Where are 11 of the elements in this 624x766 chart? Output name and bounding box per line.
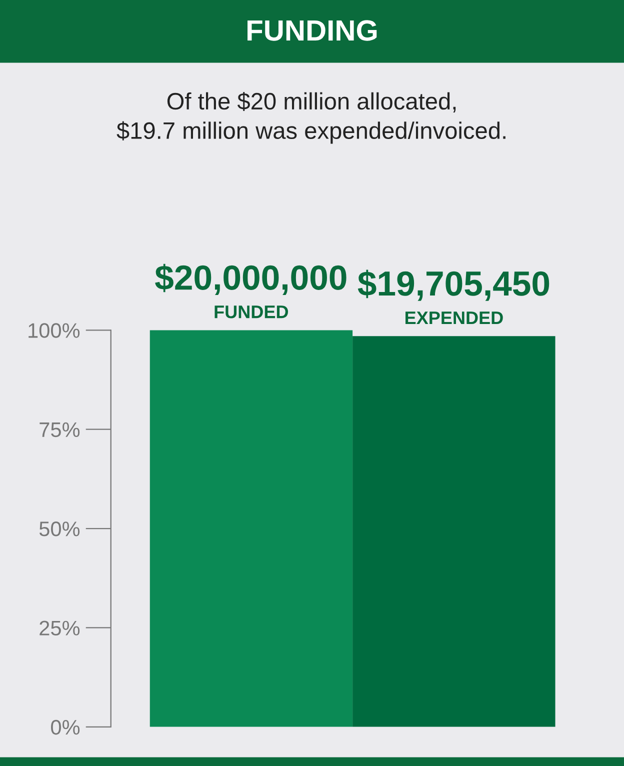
y-tick-label: 100% [28, 323, 80, 338]
annotation: $19,705,450 [358, 270, 550, 301]
x-tick-label: EXPENDED [406, 312, 503, 324]
y-tick-label: 0% [51, 720, 80, 735]
chart-title: FUNDING [248, 20, 377, 41]
y-tick-label: 75% [40, 422, 80, 438]
y-tick-label: 25% [40, 620, 80, 636]
chart-subtitle: Of the $20 million allocated, $19.7 million was expended/invoiced. [116, 92, 506, 144]
y-tick-label: 50% [39, 522, 80, 536]
x-tick-label: FUNDED [214, 306, 288, 318]
annotation: $20,000,000 [155, 264, 346, 295]
